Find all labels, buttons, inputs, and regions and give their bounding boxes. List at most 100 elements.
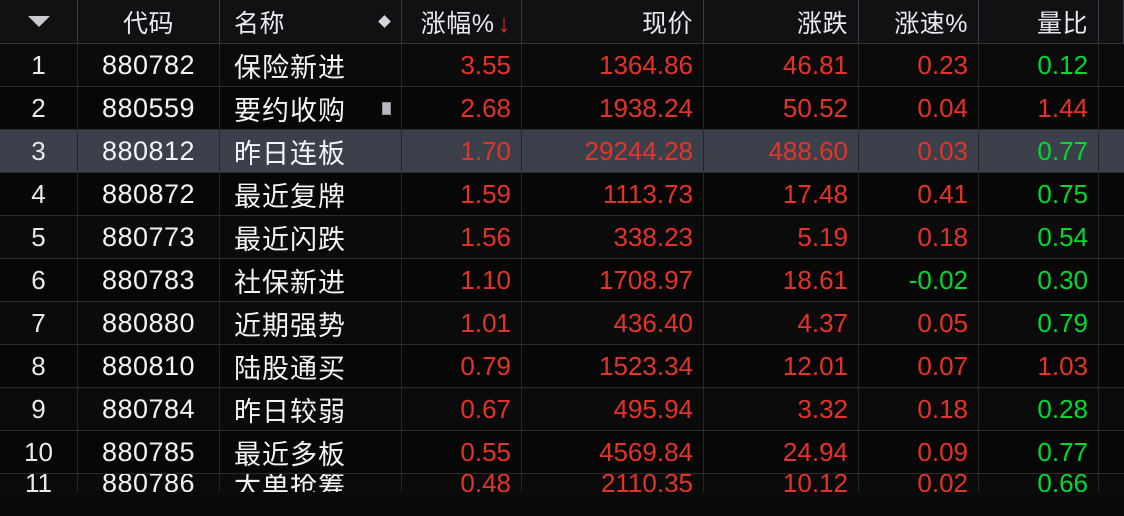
table-row[interactable]: 10 880785 最近多板 0.55 4569.84 24.94 0.09 0.77 (0, 431, 1124, 474)
column-header-change-pct[interactable]: 涨幅% ↓ (402, 0, 522, 43)
cell-volume-ratio: 0.30 (979, 259, 1099, 301)
cell-volume-ratio: 0.66 (979, 474, 1099, 492)
cell-code-text: 880880 (101, 307, 196, 338)
cell-change-pct: 1.59 (402, 173, 522, 215)
cell-code-text: 880812 (101, 135, 196, 166)
cell-change-pct: 1.01 (402, 302, 522, 344)
cell-name: 最近闪跌 (220, 216, 402, 258)
column-header-speed-label: 涨速% (894, 9, 968, 38)
cell-name: 昨日连板 (220, 130, 402, 172)
row-index: 5 (0, 216, 78, 258)
row-filler-cell (1099, 130, 1124, 172)
cell-change-pct-text: 1.01 (460, 307, 511, 338)
column-header-name-label: 名称 (234, 9, 286, 38)
row-filler-cell (1099, 345, 1124, 387)
cell-name-text: 要约收购 (234, 95, 346, 126)
column-header-price-label: 现价 (641, 9, 693, 38)
cell-change-pct-text: 0.79 (460, 350, 511, 381)
cell-price: 436.40 (522, 302, 704, 344)
cell-speed-text: 0.05 (917, 307, 968, 338)
cell-name-text: 最近多板 (234, 439, 346, 470)
cell-name-text: 最近复牌 (234, 181, 346, 212)
cell-speed-text: 0.09 (917, 436, 968, 467)
cell-change-pct: 3.55 (402, 44, 522, 86)
cell-price-text: 436.40 (613, 307, 693, 338)
table-row[interactable]: 7 880880 近期强势 1.01 436.40 4.37 0.05 0.79 (0, 302, 1124, 345)
cell-speed-text: 0.02 (917, 474, 968, 492)
cell-code-text: 880559 (101, 92, 196, 123)
table-header-row: 代码 名称 涨幅% ↓ 现价 涨跌 涨速% 量比 (0, 0, 1124, 44)
cell-code-text: 880810 (101, 350, 196, 381)
row-index: 10 (0, 431, 78, 473)
cell-volume-ratio-text: 0.12 (1037, 49, 1088, 80)
cell-name: 陆股通买 (220, 345, 402, 387)
cell-price-text: 4569.84 (599, 436, 693, 467)
column-header-code-label: 代码 (122, 9, 174, 38)
table-body: 1 880782 保险新进 3.55 1364.86 46.81 0.23 0.12 2 8805… (0, 44, 1124, 492)
sort-desc-arrow-icon[interactable]: ↓ (497, 7, 511, 38)
column-header-price[interactable]: 现价 (522, 0, 704, 43)
column-header-volume-ratio[interactable]: 量比 (979, 0, 1099, 43)
column-header-code[interactable]: 代码 (78, 0, 220, 43)
table-row[interactable]: 5 880773 最近闪跌 1.56 338.23 5.19 0.18 0.54 (0, 216, 1124, 259)
cell-volume-ratio-text: 0.30 (1037, 264, 1088, 295)
cell-price: 4569.84 (522, 431, 704, 473)
cell-price-text: 338.23 (613, 221, 693, 252)
row-index-text: 11 (25, 474, 52, 492)
cell-volume-ratio: 0.54 (979, 216, 1099, 258)
cell-speed: 0.07 (859, 345, 979, 387)
chevron-down-icon[interactable] (27, 16, 50, 27)
cell-code: 880812 (78, 130, 220, 172)
cell-volume-ratio-text: 0.66 (1037, 474, 1088, 492)
cell-speed: 0.02 (859, 474, 979, 492)
cell-change-pct-text: 1.59 (460, 178, 511, 209)
cell-speed: 0.23 (859, 44, 979, 86)
cell-name: 近期强势 (220, 302, 402, 344)
cell-code-text: 880785 (101, 436, 196, 467)
header-index-cell[interactable] (0, 0, 78, 43)
cell-name-text: 大单抢筹 (234, 474, 346, 492)
cell-code: 880783 (78, 259, 220, 301)
table-row[interactable]: 4 880872 最近复牌 1.59 1113.73 17.48 0.41 0.75 (0, 173, 1124, 216)
table-row[interactable]: 9 880784 昨日较弱 0.67 495.94 3.32 0.18 0.28 (0, 388, 1124, 431)
cell-speed: 0.09 (859, 431, 979, 473)
cell-delta: 5.19 (704, 216, 859, 258)
cell-code: 880784 (78, 388, 220, 430)
table-row[interactable]: 3 880812 昨日连板 1.70 29244.28 488.60 0.03 0.77 (0, 130, 1124, 173)
table-row[interactable]: 8 880810 陆股通买 0.79 1523.34 12.01 0.07 1.03 (0, 345, 1124, 388)
column-header-delta[interactable]: 涨跌 (704, 0, 859, 43)
row-index: 3 (0, 130, 78, 172)
cell-name: 最近多板 (220, 431, 402, 473)
row-filler-cell (1099, 259, 1124, 301)
cell-change-pct-text: 1.70 (460, 135, 511, 166)
cell-change-pct-text: 2.68 (460, 92, 511, 123)
cell-change-pct-text: 0.48 (460, 474, 511, 492)
row-index-text: 4 (31, 178, 46, 209)
column-header-volume-ratio-label: 量比 (1036, 9, 1088, 38)
cell-speed-text: 0.41 (917, 178, 968, 209)
cell-name: 保险新进 (220, 44, 402, 86)
table-row[interactable]: 2 880559 要约收购 2.68 1938.24 50.52 0.04 1.44 (0, 87, 1124, 130)
cell-volume-ratio: 0.12 (979, 44, 1099, 86)
row-index: 6 (0, 259, 78, 301)
table-row[interactable]: 11 880786 大单抢筹 0.48 2110.35 10.12 0.02 0.66 (0, 474, 1124, 492)
row-index-text: 6 (31, 264, 46, 295)
cell-change-pct: 1.10 (402, 259, 522, 301)
cell-volume-ratio-text: 0.75 (1037, 178, 1088, 209)
table-row[interactable]: 1 880782 保险新进 3.55 1364.86 46.81 0.23 0.12 (0, 44, 1124, 87)
cell-delta-text: 10.12 (782, 474, 848, 492)
cell-volume-ratio: 0.75 (979, 173, 1099, 215)
column-header-name[interactable]: 名称 (220, 0, 402, 43)
cell-delta-text: 18.61 (782, 264, 848, 295)
cell-price: 1523.34 (522, 345, 704, 387)
cell-speed-text: 0.23 (917, 49, 968, 80)
cell-speed-text: 0.04 (917, 92, 968, 123)
table-row[interactable]: 6 880783 社保新进 1.10 1708.97 18.61 -0.02 0.30 (0, 259, 1124, 302)
row-filler-cell (1099, 173, 1124, 215)
cell-speed: 0.03 (859, 130, 979, 172)
column-header-speed[interactable]: 涨速% (859, 0, 979, 43)
cell-speed: 0.04 (859, 87, 979, 129)
cell-price: 29244.28 (522, 130, 704, 172)
cell-volume-ratio-text: 0.28 (1037, 393, 1088, 424)
